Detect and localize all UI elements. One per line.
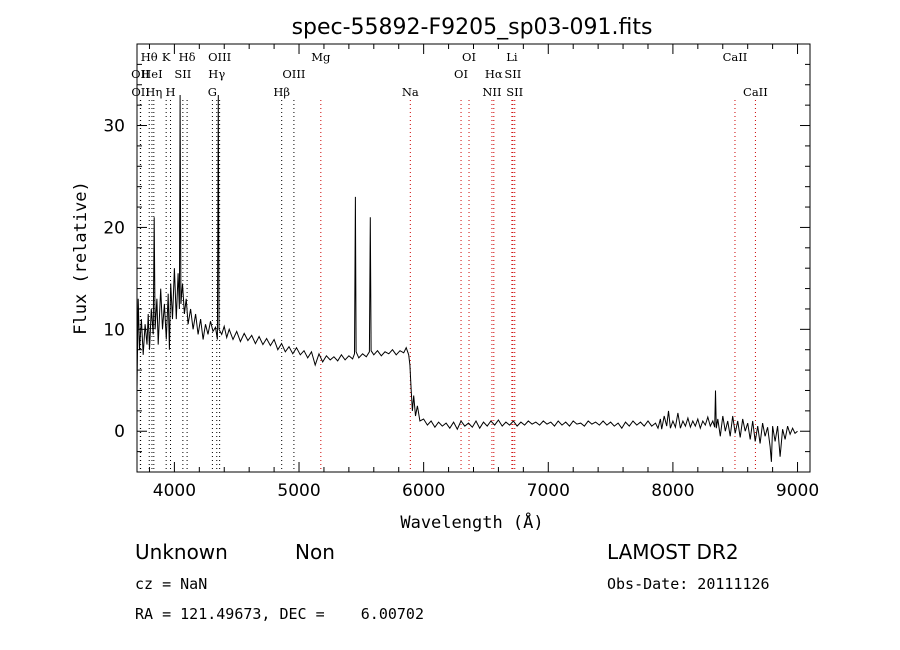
chart-title: spec-55892-F9205_sp03-091.fits bbox=[292, 15, 653, 40]
spectral-line-label: Hβ bbox=[273, 85, 290, 99]
spectral-line-label: OIII bbox=[282, 67, 305, 81]
spectral-line-label: Hδ bbox=[179, 50, 196, 64]
x-tick-label: 6000 bbox=[402, 481, 445, 501]
spectral-line-markers bbox=[139, 100, 756, 472]
spectrum-line bbox=[136, 94, 798, 462]
spectral-line-label: CaII bbox=[723, 50, 748, 64]
x-tick-label: 9000 bbox=[776, 481, 819, 501]
spectral-line-label: G bbox=[208, 85, 217, 99]
y-tick-label: 10 bbox=[103, 320, 125, 340]
spectral-line-label: Na bbox=[402, 85, 419, 99]
x-tick-label: 7000 bbox=[527, 481, 570, 501]
plot-frame bbox=[136, 43, 811, 473]
spectral-line-label: Hθ bbox=[141, 50, 158, 64]
x-tick-label: 4000 bbox=[153, 481, 196, 501]
spectral-line-label: Hα bbox=[485, 67, 503, 81]
spectral-line-label: Li bbox=[506, 50, 518, 64]
spectral-line-label: OII bbox=[131, 67, 150, 81]
object-subclass: Non bbox=[295, 540, 335, 564]
spectral-line-label: OIII bbox=[208, 50, 231, 64]
x-tick-label: 8000 bbox=[651, 481, 694, 501]
coordinates-readout: RA = 121.49673, DEC = 6.00702 bbox=[135, 605, 424, 623]
observation-date: Obs-Date: 20111126 bbox=[607, 575, 770, 593]
spectral-line-label: H bbox=[166, 85, 176, 99]
x-axis-title: Wavelength (Å) bbox=[400, 511, 543, 533]
survey-name: LAMOST DR2 bbox=[607, 540, 739, 564]
spectral-line-label: Mg bbox=[311, 50, 331, 64]
y-tick-label: 20 bbox=[103, 218, 125, 238]
spectral-line-label: Hγ bbox=[208, 67, 225, 81]
spectral-line-label: SII bbox=[174, 67, 191, 81]
spectrum-chart: spec-55892-F9205_sp03-091.fits OII OII Hθ H… bbox=[71, 15, 819, 533]
spectral-line-label: Hη bbox=[145, 85, 162, 99]
object-class: Unknown bbox=[135, 540, 228, 564]
spectral-line-label: OI bbox=[454, 67, 468, 81]
spectral-line-label: SII bbox=[504, 67, 521, 81]
x-tick-label: 5000 bbox=[277, 481, 320, 501]
spectral-line-label: CaII bbox=[743, 85, 768, 99]
y-tick-label: 30 bbox=[103, 117, 125, 137]
axis-ticks: 4000 5000 6000 7000 8000 9000 0 10 20 30 bbox=[103, 43, 819, 501]
y-axis-title: Flux (relative) bbox=[71, 181, 91, 335]
spectral-line-label: HeI bbox=[141, 67, 162, 81]
spectral-line-label: SII bbox=[506, 85, 523, 99]
spectral-line-label: NII bbox=[482, 85, 501, 99]
spectral-line-label: OI bbox=[462, 50, 476, 64]
spectral-line-label: K bbox=[162, 50, 171, 64]
y-tick-label: 0 bbox=[114, 422, 125, 442]
redshift-readout: cz = NaN bbox=[135, 575, 208, 593]
spectral-line-label: OII bbox=[131, 85, 150, 99]
